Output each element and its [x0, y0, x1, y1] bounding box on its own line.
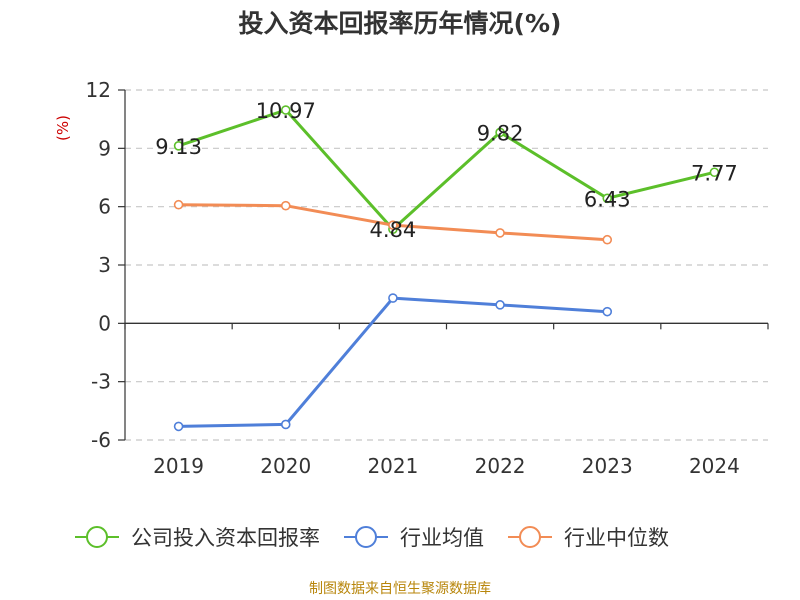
legend-label-0: 公司投入资本回报率 [131, 526, 320, 550]
data-point [388, 293, 398, 303]
y-tick-label: 0 [98, 311, 111, 335]
grid-layer [125, 89, 768, 441]
legend-marker-2 [519, 526, 541, 548]
y-tick-label: 3 [98, 253, 111, 277]
series-line-1 [178, 296, 608, 428]
y-tick-label: 6 [98, 195, 111, 219]
data-point [602, 234, 613, 245]
series-layer [173, 105, 720, 432]
x-tick-label: 2019 [153, 454, 204, 478]
data-label-layer: 9.13 10.97 4.84 9.82 6.43 7.77 [155, 99, 738, 242]
data-point [495, 228, 505, 238]
legend: 公司投入资本回报率 行业均值 行业中位数 [75, 526, 669, 550]
data-point [280, 200, 291, 211]
data-label: 9.13 [155, 135, 202, 159]
y-axis-label: (%) [54, 115, 72, 141]
data-label: 9.82 [477, 121, 524, 145]
y-tick-label: -6 [91, 428, 111, 452]
data-point [173, 199, 184, 210]
data-point [173, 421, 184, 432]
legend-marker-1 [355, 526, 377, 548]
axis-layer: 12 9 6 3 0 -3 -6 2019 2020 2021 2022 2023 2024 (%) [54, 78, 769, 478]
data-point [495, 300, 505, 310]
x-tick-label: 2023 [582, 454, 633, 478]
x-tick-label: 2020 [260, 454, 311, 478]
legend-label-2: 行业中位数 [564, 526, 669, 550]
y-tick-label: 9 [98, 136, 111, 160]
data-point [173, 141, 184, 151]
data-label: 6.43 [584, 187, 631, 211]
data-point [388, 220, 398, 230]
series-line-0 [178, 108, 715, 231]
y-tick-label: 12 [86, 78, 111, 102]
legend-label-1: 行业均值 [400, 526, 484, 550]
x-tick-label: 2022 [475, 454, 526, 478]
source-note: 制图数据来自恒生聚源数据库 [309, 581, 491, 597]
chart-title: 投入资本回报率历年情况(%) [238, 9, 562, 38]
data-point [602, 306, 613, 317]
data-point [495, 127, 505, 138]
legend-marker-0 [86, 526, 108, 548]
data-label: 10.97 [256, 99, 316, 123]
x-tick-label: 2021 [367, 454, 418, 478]
y-tick-label: -3 [91, 370, 111, 394]
data-label: 7.77 [691, 161, 738, 185]
data-point [280, 105, 291, 115]
data-point [280, 419, 291, 430]
data-label: 4.84 [370, 218, 417, 242]
x-tick-label: 2024 [689, 454, 740, 478]
data-point [709, 167, 720, 178]
data-point [602, 193, 613, 204]
